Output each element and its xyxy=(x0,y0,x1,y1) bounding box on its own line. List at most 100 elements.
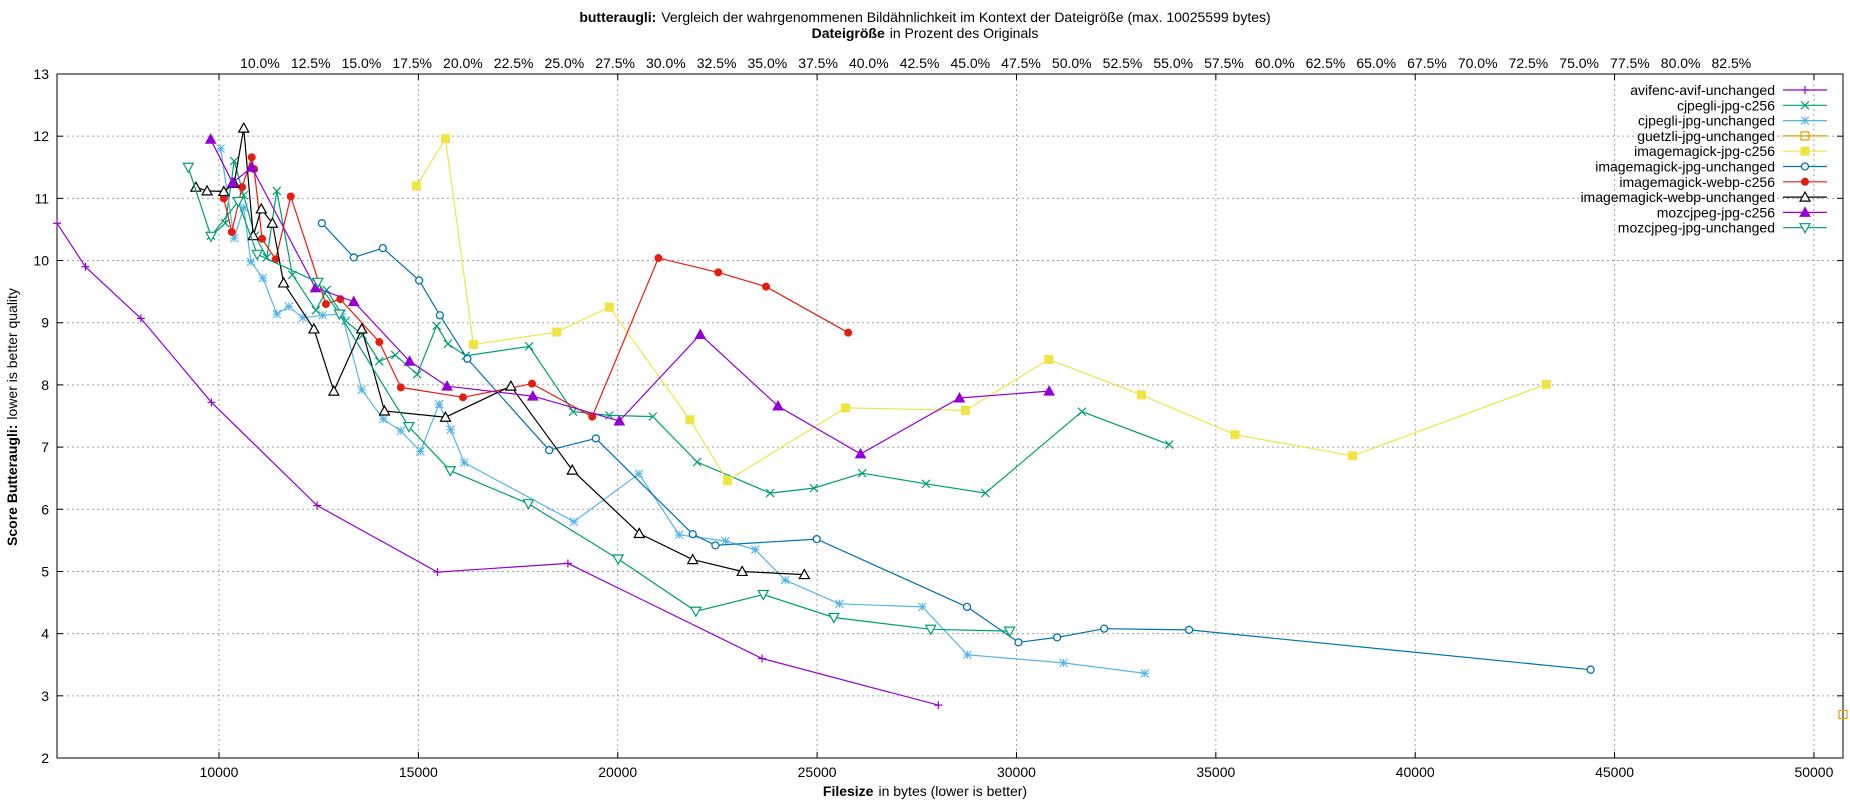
series-line xyxy=(210,139,1050,455)
x2-tick-label: 25.0% xyxy=(545,55,585,71)
inverted-triangle-marker xyxy=(251,249,264,261)
plus-marker xyxy=(1801,86,1809,94)
plus-marker xyxy=(81,262,90,271)
y-axis-title: Score Butteraugli:lower is better qualit… xyxy=(4,288,20,546)
circle-marker xyxy=(812,534,821,544)
x-axis-title: Filesize in bytes (lower is better) xyxy=(823,783,1027,799)
x2-tick-label: 35.0% xyxy=(747,55,787,71)
y-tick-label: 5 xyxy=(41,563,49,579)
triangle-marker xyxy=(736,565,749,577)
circle-marker xyxy=(1800,162,1810,171)
star-marker xyxy=(780,575,790,585)
star-marker xyxy=(396,426,406,436)
star-marker xyxy=(357,385,367,395)
x2-tick-label: 50.0% xyxy=(1052,55,1092,71)
series-cjpegli-jpg-unchanged xyxy=(216,144,1150,678)
x2-tick-label: 70.0% xyxy=(1458,55,1498,71)
legend-label: imagemagick-jpg-unchanged xyxy=(1595,159,1775,175)
x-marker xyxy=(765,488,775,498)
circle-marker xyxy=(1586,665,1595,674)
inverted-triangle-marker xyxy=(444,466,457,477)
filled-square-marker xyxy=(440,134,450,144)
filled-triangle-marker xyxy=(1799,206,1811,217)
plus-marker xyxy=(313,501,322,510)
star-marker xyxy=(569,517,579,527)
legend-label: mozcjpeg-jpg-unchanged xyxy=(1618,220,1775,236)
triangle-marker xyxy=(355,322,368,334)
x2-tick-label: 30.0% xyxy=(646,55,686,71)
series-mozcjpeg-jpg-c256 xyxy=(204,133,1056,459)
legend-label: imagemagick-webp-c256 xyxy=(1619,174,1775,190)
circle-marker xyxy=(1184,625,1194,635)
filled-circle-marker xyxy=(286,192,295,201)
chart-title: butteraugli: Vergleich der wahrgenommenen… xyxy=(579,9,1270,25)
inverted-triangle-marker xyxy=(522,499,535,510)
inverted-triangle-marker xyxy=(402,421,415,433)
circle-marker xyxy=(962,602,972,612)
x2-tick-label: 82.5% xyxy=(1712,55,1752,71)
filled-square-marker xyxy=(411,181,421,191)
y-tick-label: 6 xyxy=(41,501,49,517)
series-imagemagick-jpg-c256 xyxy=(411,134,1551,486)
triangle-marker xyxy=(327,384,340,396)
circle-marker xyxy=(317,219,327,228)
x2-tick-label: 60.0% xyxy=(1255,55,1295,71)
x2-tick-label: 77.5% xyxy=(1610,55,1650,71)
series-line xyxy=(415,136,1547,482)
circle-marker xyxy=(1052,633,1062,642)
plus-marker xyxy=(207,398,216,407)
filled-circle-marker xyxy=(459,393,468,402)
y-tick-label: 4 xyxy=(41,626,49,642)
x2-tick-label: 75.0% xyxy=(1559,55,1599,71)
x2-tick-label: 37.5% xyxy=(798,55,838,71)
star-marker xyxy=(446,425,456,435)
x-marker xyxy=(374,356,384,366)
x2-tick-label: 32.5% xyxy=(697,55,737,71)
series-imagemagick-jpg-unchanged xyxy=(317,219,1595,674)
triangle-marker xyxy=(255,202,268,214)
x2-tick-label: 57.5% xyxy=(1204,55,1244,71)
filled-circle-marker xyxy=(844,328,853,337)
star-marker xyxy=(246,257,256,267)
triangle-marker xyxy=(307,322,320,334)
star-marker xyxy=(459,458,469,468)
inverted-triangle-marker xyxy=(827,612,840,624)
filled-triangle-marker xyxy=(347,295,360,307)
filled-triangle-marker xyxy=(245,161,258,172)
x-tick-label: 50000 xyxy=(1794,764,1833,780)
x2-tick-label: 55.0% xyxy=(1153,55,1193,71)
circle-marker xyxy=(591,434,600,443)
filled-circle-marker xyxy=(1801,177,1809,186)
star-marker xyxy=(239,203,249,213)
star-marker xyxy=(284,302,294,311)
filled-square-marker xyxy=(1230,430,1240,440)
x2-axis-title: Dateigröße in Prozent des Originals xyxy=(812,25,1039,41)
star-marker xyxy=(1800,116,1810,125)
series-cjpegli-jpg-c256 xyxy=(206,156,1174,498)
triangle-marker xyxy=(378,404,391,416)
triangle-marker xyxy=(277,276,290,288)
series-line xyxy=(210,160,1170,494)
star-marker xyxy=(229,233,239,243)
star-marker xyxy=(917,602,927,612)
legend-label: imagemagick-webp-unchanged xyxy=(1580,189,1775,205)
star-marker xyxy=(415,447,425,456)
x-tick-label: 25000 xyxy=(798,764,837,780)
circle-marker xyxy=(378,243,388,253)
filled-square-marker xyxy=(468,339,478,349)
filled-triangle-marker xyxy=(613,414,626,426)
star-marker xyxy=(674,530,684,540)
legend-label: mozcjpeg-jpg-c256 xyxy=(1657,204,1775,220)
star-marker xyxy=(216,144,225,154)
filled-square-marker xyxy=(1348,451,1358,461)
inverted-triangle-marker xyxy=(1003,626,1016,638)
filled-triangle-marker xyxy=(854,447,867,459)
circle-marker xyxy=(1100,624,1109,633)
y-tick-label: 8 xyxy=(41,377,49,393)
triangle-marker xyxy=(686,553,699,565)
circle-marker xyxy=(349,253,358,262)
plus-marker xyxy=(136,314,145,323)
legend-label: cjpegli-jpg-c256 xyxy=(1677,97,1775,113)
triangle-marker xyxy=(439,411,452,422)
series-mozcjpeg-jpg-unchanged xyxy=(182,162,1016,638)
